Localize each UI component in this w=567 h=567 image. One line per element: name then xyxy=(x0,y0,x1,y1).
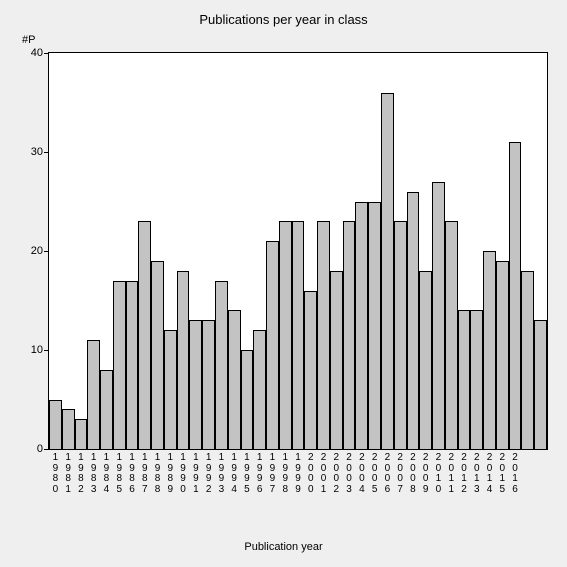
xtick-label: 2013 xyxy=(472,453,482,495)
bar xyxy=(189,320,202,449)
bar xyxy=(292,221,305,449)
xtick-label: 2001 xyxy=(319,453,329,495)
bar xyxy=(151,261,164,449)
ytick-mark xyxy=(44,53,49,54)
chart-container: Publications per year in class #P 010203… xyxy=(0,0,567,567)
bar xyxy=(228,310,241,449)
bar xyxy=(381,93,394,449)
bar xyxy=(419,271,432,449)
xtick-label: 2000 xyxy=(306,453,316,495)
xtick-label: 1994 xyxy=(229,453,239,495)
bar xyxy=(164,330,177,449)
xtick-label: 2015 xyxy=(497,453,507,495)
xtick-label: 1980 xyxy=(50,453,60,495)
bar xyxy=(304,291,317,449)
xtick-label: 2004 xyxy=(357,453,367,495)
ytick-mark xyxy=(44,152,49,153)
xtick-label: 2006 xyxy=(382,453,392,495)
bar xyxy=(432,182,445,449)
xtick-label: 2007 xyxy=(395,453,405,495)
xtick-label: 1996 xyxy=(255,453,265,495)
xtick-label: 1982 xyxy=(76,453,86,495)
xtick-label: 1986 xyxy=(127,453,137,495)
xtick-label: 2005 xyxy=(370,453,380,495)
xtick-label: 2008 xyxy=(408,453,418,495)
xtick-label: 2003 xyxy=(344,453,354,495)
xtick-label: 2012 xyxy=(459,453,469,495)
bar xyxy=(368,202,381,450)
xtick-label: 1992 xyxy=(204,453,214,495)
xtick-label: 1983 xyxy=(89,453,99,495)
xtick-label: 1987 xyxy=(140,453,150,495)
bar xyxy=(215,281,228,449)
xtick-label: 2014 xyxy=(485,453,495,495)
xtick-label: 1999 xyxy=(293,453,303,495)
x-axis-label: Publication year xyxy=(0,541,567,553)
bars-layer xyxy=(49,53,547,449)
bar xyxy=(483,251,496,449)
bar xyxy=(534,320,547,449)
xtick-label: 1981 xyxy=(63,453,73,495)
bar xyxy=(177,271,190,449)
xtick-label: 2009 xyxy=(421,453,431,495)
bar xyxy=(445,221,458,449)
bar xyxy=(100,370,113,449)
bar xyxy=(394,221,407,449)
ytick-label: 20 xyxy=(31,245,43,257)
xtick-label: 1984 xyxy=(101,453,111,495)
bar xyxy=(343,221,356,449)
ytick-label: 40 xyxy=(31,47,43,59)
bar xyxy=(266,241,279,449)
bar xyxy=(202,320,215,449)
xtick-label: 2016 xyxy=(510,453,520,495)
ytick-mark xyxy=(44,350,49,351)
bar xyxy=(138,221,151,449)
bar xyxy=(241,350,254,449)
xtick-label: 2011 xyxy=(446,453,456,495)
bar xyxy=(317,221,330,449)
xtick-label: 1995 xyxy=(242,453,252,495)
xtick-label: 1998 xyxy=(280,453,290,495)
xtick-label: 2002 xyxy=(331,453,341,495)
xtick-label: 1989 xyxy=(165,453,175,495)
bar xyxy=(253,330,266,449)
bar xyxy=(126,281,139,449)
xtick-label: 1997 xyxy=(267,453,277,495)
ytick-label: 0 xyxy=(37,443,43,455)
xtick-label: 2010 xyxy=(433,453,443,495)
xtick-label: 1985 xyxy=(114,453,124,495)
ytick-mark xyxy=(44,449,49,450)
xtick-label: 1988 xyxy=(153,453,163,495)
chart-title: Publications per year in class xyxy=(0,12,567,27)
bar xyxy=(496,261,509,449)
bar xyxy=(49,400,62,450)
ytick-label: 30 xyxy=(31,146,43,158)
bar xyxy=(470,310,483,449)
xtick-label: 1991 xyxy=(191,453,201,495)
xtick-label: 1993 xyxy=(216,453,226,495)
bar xyxy=(113,281,126,449)
plot-area: 0102030401980198119821983198419851986198… xyxy=(48,52,548,450)
bar xyxy=(279,221,292,449)
bar xyxy=(509,142,522,449)
ytick-mark xyxy=(44,251,49,252)
xtick-label: 1990 xyxy=(178,453,188,495)
bar xyxy=(407,192,420,449)
bar xyxy=(458,310,471,449)
bar xyxy=(87,340,100,449)
bar xyxy=(355,202,368,450)
bar xyxy=(62,409,75,449)
bar xyxy=(521,271,534,449)
bar xyxy=(330,271,343,449)
ytick-label: 10 xyxy=(31,344,43,356)
y-axis-label: #P xyxy=(22,34,35,46)
bar xyxy=(75,419,88,449)
